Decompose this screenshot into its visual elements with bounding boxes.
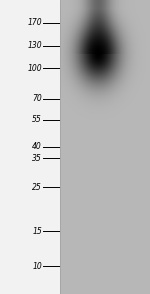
Text: 40: 40 xyxy=(32,143,42,151)
Text: 10: 10 xyxy=(32,262,42,270)
Text: 35: 35 xyxy=(32,154,42,163)
Text: 170: 170 xyxy=(27,18,42,27)
Text: 15: 15 xyxy=(32,227,42,236)
Text: 25: 25 xyxy=(32,183,42,192)
Text: 130: 130 xyxy=(27,41,42,50)
Text: 55: 55 xyxy=(32,115,42,124)
Text: 70: 70 xyxy=(32,94,42,103)
Text: 100: 100 xyxy=(27,64,42,73)
